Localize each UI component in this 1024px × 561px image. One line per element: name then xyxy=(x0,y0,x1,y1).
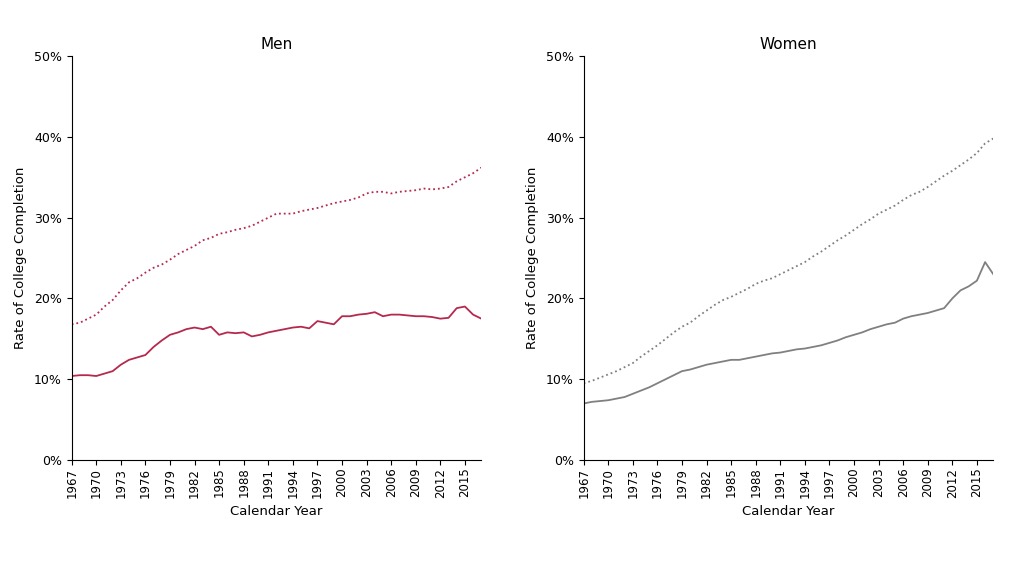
Line: Urban: Urban xyxy=(584,139,993,383)
Title: Women: Women xyxy=(760,37,817,52)
Rural xyxy=(578,400,590,407)
Urban xyxy=(578,380,590,387)
Rural xyxy=(700,361,713,368)
Rural xyxy=(360,310,373,317)
Rural xyxy=(668,372,680,379)
Urban xyxy=(188,242,201,249)
Urban xyxy=(709,302,721,309)
Rural xyxy=(979,259,991,265)
Urban xyxy=(467,170,479,177)
Rural xyxy=(156,337,168,344)
Urban xyxy=(156,261,168,268)
Rural xyxy=(66,373,78,379)
Line: Rural: Rural xyxy=(72,306,481,376)
Title: Men: Men xyxy=(260,37,293,52)
Rural xyxy=(872,323,885,330)
Rural xyxy=(459,303,471,310)
Rural xyxy=(188,324,201,331)
Urban xyxy=(475,164,487,171)
Urban xyxy=(197,237,209,243)
Urban xyxy=(872,210,885,217)
X-axis label: Calendar Year: Calendar Year xyxy=(742,504,835,518)
Urban xyxy=(668,329,680,335)
Rural xyxy=(971,277,983,284)
Urban xyxy=(987,135,999,142)
Rural xyxy=(197,326,209,333)
Rural xyxy=(848,332,860,338)
Urban xyxy=(848,227,860,233)
Rural xyxy=(475,315,487,322)
Urban xyxy=(979,140,991,147)
Line: Urban: Urban xyxy=(72,168,481,324)
Rural xyxy=(467,311,479,318)
Y-axis label: Rate of College Completion: Rate of College Completion xyxy=(14,167,27,350)
Urban xyxy=(700,307,713,314)
X-axis label: Calendar Year: Calendar Year xyxy=(230,504,323,518)
Urban xyxy=(66,321,78,328)
Rural xyxy=(709,360,721,366)
Y-axis label: Rate of College Completion: Rate of College Completion xyxy=(526,167,539,350)
Urban xyxy=(336,198,348,205)
Rural xyxy=(987,271,999,278)
Urban xyxy=(360,190,373,197)
Rural xyxy=(336,313,348,320)
Line: Rural: Rural xyxy=(584,262,993,403)
